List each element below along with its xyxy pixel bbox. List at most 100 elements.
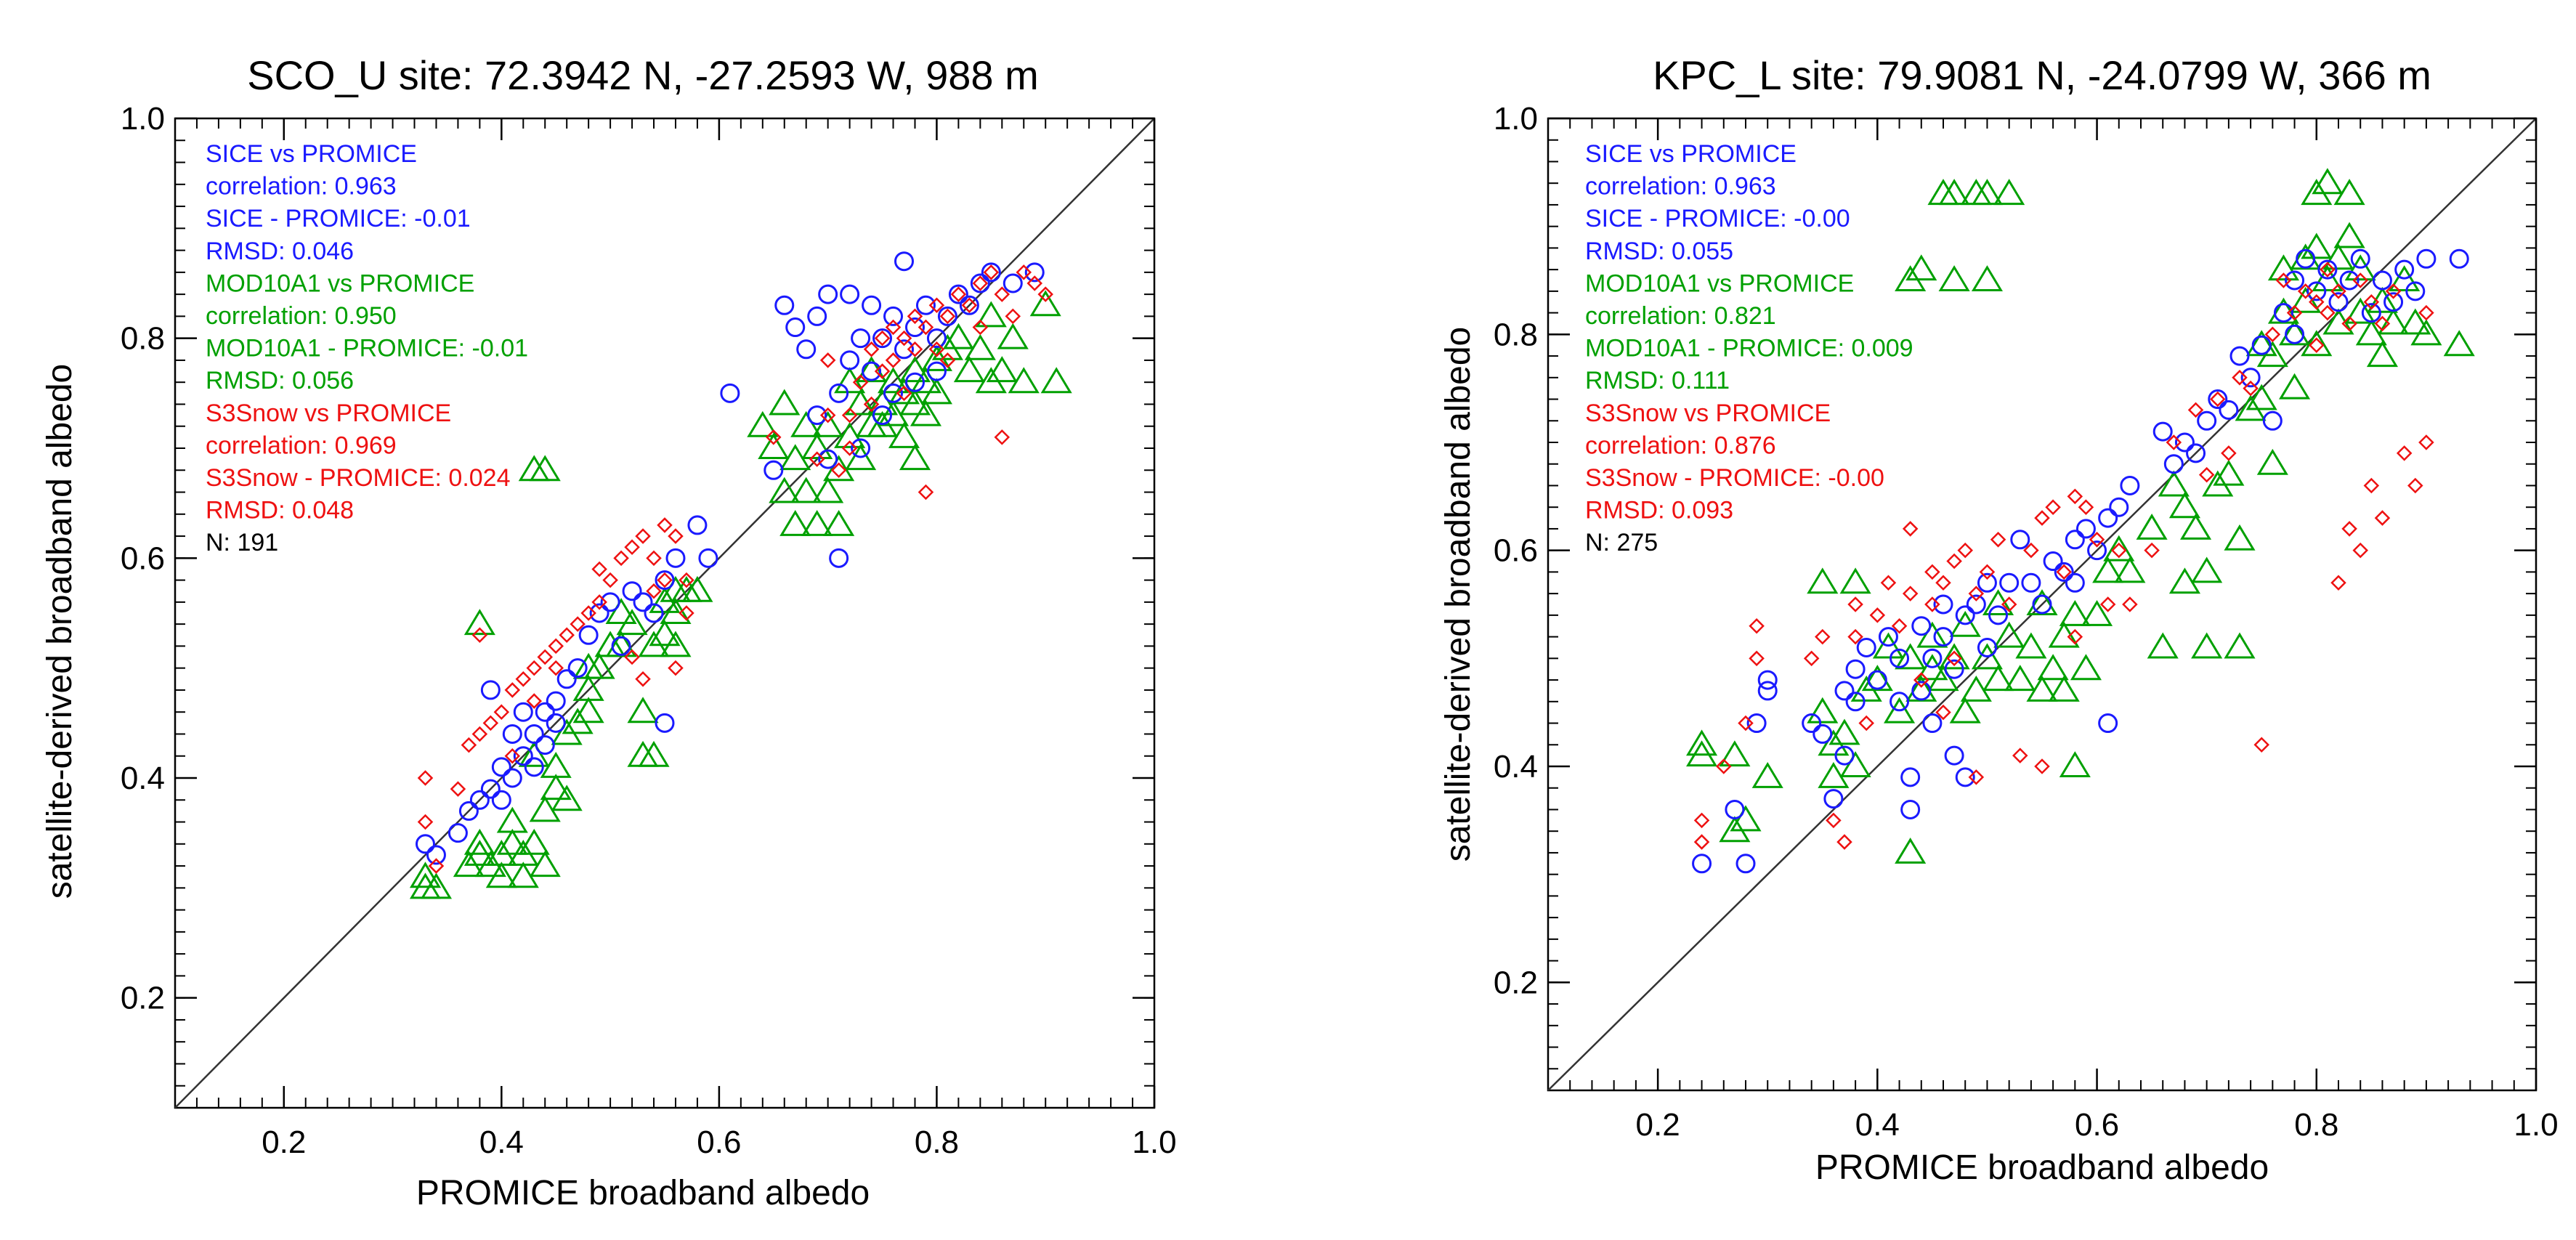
stats-line: correlation: 0.950 (206, 302, 397, 330)
mod10a1-point (2410, 319, 2442, 346)
mod10a1-point (2256, 448, 2288, 475)
stats-line: correlation: 0.963 (1585, 173, 1776, 200)
sice-point (2163, 454, 2184, 474)
s3snow-point (819, 352, 836, 368)
mod10a1-point (2136, 514, 2168, 540)
s3snow-point (885, 319, 902, 336)
sice-point (2075, 519, 2096, 539)
mod10a1-point (1895, 838, 1927, 864)
mod10a1-point (507, 862, 539, 888)
s3snow-point (428, 858, 445, 874)
sice-point (970, 273, 990, 293)
s3snow-point (548, 660, 564, 676)
s3snow-point (1891, 617, 1908, 634)
sice-point (2208, 389, 2228, 410)
mod10a1-point (2333, 222, 2365, 248)
mod10a1-point (899, 389, 931, 416)
mod10a1-point (1872, 632, 1904, 659)
mod10a1-point (790, 477, 822, 503)
sice-point (1878, 627, 1898, 647)
mod10a1-point (1916, 621, 1948, 648)
x-tick-label: 0.4 (1855, 1107, 1900, 1143)
s3snow-point (1935, 704, 1951, 721)
stats-line: MOD10A1 vs PROMICE (206, 270, 474, 297)
s3snow-point (1005, 308, 1021, 325)
y-tick-label: 0.6 (121, 540, 165, 576)
y-tick-label: 0.4 (1494, 749, 1538, 785)
mod10a1-point (2301, 232, 2333, 259)
mod10a1-point (572, 697, 604, 724)
mod10a1-point (823, 455, 855, 482)
sice-point (447, 823, 468, 843)
sice-point (589, 603, 609, 623)
s3snow-point (2374, 315, 2391, 332)
s3snow-point (679, 605, 694, 621)
s3snow-point (841, 407, 858, 424)
mod10a1-point (540, 774, 572, 801)
mod10a1-point (1719, 740, 1751, 767)
x-tick-label: 0.6 (697, 1124, 741, 1160)
sice-point (2405, 281, 2426, 301)
mod10a1-point (758, 433, 790, 459)
s3snow-point (493, 704, 510, 720)
stats-line: S3Snow - PROMICE: -0.00 (1585, 464, 1884, 492)
mod10a1-point (975, 301, 1007, 328)
sice-point (1845, 659, 1866, 679)
sice-point (513, 702, 533, 722)
s3snow-point (972, 275, 989, 291)
mod10a1-point (420, 872, 453, 899)
mod10a1-point (2180, 514, 2212, 540)
sice-point (851, 438, 871, 458)
s3snow-point (1749, 650, 1765, 667)
s3snow-point (2067, 488, 2083, 505)
x-tick-label: 0.8 (2294, 1107, 2338, 1143)
stats-line: SICE vs PROMICE (1585, 140, 1797, 168)
sice-point (2065, 530, 2085, 550)
sice-point (2350, 248, 2370, 269)
s3snow-point (482, 715, 499, 732)
sice-point (2372, 270, 2392, 291)
s3snow-point (537, 649, 554, 665)
s3snow-point (961, 297, 978, 314)
sice-point (1999, 572, 2020, 593)
mod10a1-point (1971, 265, 2003, 291)
mod10a1-point (1818, 761, 1850, 788)
s3snow-point (2320, 262, 2336, 277)
mod10a1-point (2224, 632, 2256, 659)
mod10a1-point (779, 444, 811, 471)
x-tick-label: 0.8 (915, 1124, 959, 1160)
mod10a1-point (2037, 654, 2069, 681)
sice-point (1911, 616, 1932, 636)
sice-point (894, 339, 915, 360)
s3snow-point (830, 462, 847, 479)
sice-point (513, 746, 533, 766)
stats-line: S3Snow vs PROMICE (1585, 400, 1831, 427)
s3snow-point (2320, 304, 2336, 321)
mod10a1-point (801, 510, 833, 536)
sice-point (2317, 259, 2338, 280)
s3snow-point (1990, 532, 2006, 548)
sice-point (524, 724, 544, 744)
s3snow-point (983, 264, 1000, 280)
mod10a1-point (2224, 524, 2256, 551)
mod10a1-point (769, 389, 801, 416)
sice-point (720, 383, 740, 403)
mod10a1-point (953, 356, 985, 383)
mod10a1-point (518, 828, 550, 855)
s3snow-point (2045, 499, 2061, 515)
mod10a1-point (529, 851, 561, 878)
s3snow-point (1968, 769, 1985, 785)
mod10a1-point (997, 323, 1029, 349)
y-axis-label: satellite-derived broadband albedo (1439, 327, 1478, 862)
sice-point (1802, 713, 1822, 734)
s3snow-point (939, 308, 956, 325)
s3snow-point (863, 341, 880, 357)
sice-point (774, 295, 795, 315)
mod10a1-point (790, 410, 822, 437)
sice-point (1966, 594, 1986, 615)
sice-point (1911, 681, 1932, 701)
sice-point (948, 284, 968, 304)
s3snow-point (1803, 650, 1820, 667)
s3snow-point (602, 572, 618, 588)
